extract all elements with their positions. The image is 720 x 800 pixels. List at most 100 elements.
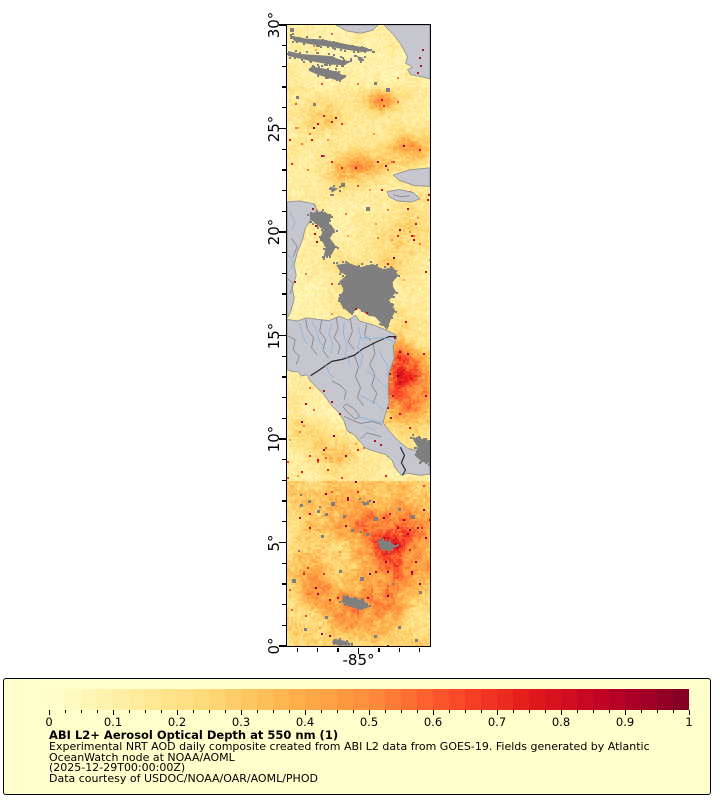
colorbar-minor-tick (192, 710, 194, 713)
colorbar-major-tick (688, 710, 690, 715)
colorbar-minor-tick (96, 710, 98, 713)
colorbar-minor-tick (528, 710, 530, 713)
colorbar-minor-tick (400, 710, 402, 713)
colorbar-minor-tick (416, 710, 418, 713)
lat-minor-tick (281, 479, 286, 482)
colorbar-minor-tick (320, 710, 322, 713)
lat-tick-label: 25° (265, 115, 283, 142)
lat-minor-tick (281, 500, 286, 502)
colorbar-minor-tick (352, 710, 354, 713)
lat-minor-tick (281, 459, 286, 461)
colorbar-tick-label: 0.7 (487, 715, 507, 729)
colorbar-major-tick (560, 710, 562, 715)
colorbar-major-tick (240, 710, 242, 715)
lat-minor-tick (281, 45, 286, 47)
lat-major-tick (278, 438, 286, 440)
colorbar-minor-tick (272, 710, 274, 713)
lon-minor-tick (337, 647, 339, 652)
colorbar-minor-tick (64, 710, 66, 713)
lat-minor-tick (281, 252, 286, 254)
colorbar (49, 689, 689, 710)
legend-timestamp: (2025-12-29T00:00:00Z) (49, 761, 186, 775)
colorbar-tick-label: 0.3 (231, 715, 251, 729)
lat-tick-label: 20° (265, 218, 283, 246)
lon-major-tick (357, 647, 360, 654)
lat-minor-tick (281, 107, 286, 109)
colorbar-minor-tick (544, 710, 546, 713)
lat-minor-tick (281, 521, 286, 523)
lat-minor-tick (281, 603, 286, 606)
legend-title: ABI L2+ Aerosol Optical Depth at 550 nm … (49, 728, 339, 742)
lat-tick-label: 0° (265, 637, 283, 655)
colorbar-minor-tick (160, 710, 162, 713)
lat-minor-tick (281, 583, 286, 585)
colorbar-minor-tick (656, 710, 658, 713)
colorbar-tick-label: 0.2 (167, 715, 187, 729)
colorbar-tick-label: 0.6 (423, 715, 443, 729)
lat-tick-label: 10° (265, 425, 283, 453)
lat-major-tick (278, 127, 286, 130)
colorbar-tick-label: 0.4 (295, 715, 315, 729)
colorbar-tick-label: 1 (685, 715, 693, 729)
legend-description-line: OceanWatch node at NOAA/AOML (49, 750, 235, 764)
legend-description-line: Experimental NRT AOD daily composite cre… (49, 740, 650, 753)
colorbar-major-tick (624, 710, 626, 715)
colorbar-major-tick (368, 710, 370, 715)
colorbar-minor-tick (336, 710, 338, 713)
lat-tick-label: 15° (265, 322, 283, 349)
lat-major-tick (278, 334, 286, 337)
lat-minor-tick (281, 189, 286, 192)
colorbar-minor-tick (512, 710, 514, 713)
colorbar-tick-label: 0.5 (359, 715, 379, 729)
legend-credit: Data courtesy of USDOC/NOAA/OAR/AOML/PHO… (49, 771, 318, 785)
lat-minor-tick (281, 293, 286, 295)
lat-minor-tick (281, 65, 286, 68)
colorbar-minor-tick (448, 710, 450, 713)
colorbar-minor-tick (256, 710, 258, 713)
colorbar-tick-label: 0 (45, 715, 53, 729)
lat-minor-tick (281, 169, 286, 171)
colorbar-minor-tick (464, 710, 466, 713)
colorbar-minor-tick (208, 710, 210, 713)
lat-minor-tick (281, 624, 286, 626)
lon-minor-tick (398, 647, 400, 652)
colorbar-minor-tick (224, 710, 226, 713)
lat-minor-tick (281, 272, 286, 275)
colorbar-minor-tick (80, 710, 82, 713)
colorbar-minor-tick (576, 710, 578, 713)
lat-minor-tick (281, 355, 286, 357)
lon-minor-tick (378, 647, 380, 652)
colorbar-minor-tick (608, 710, 610, 713)
colorbar-tick-label: 0.9 (615, 715, 635, 729)
colorbar-minor-tick (144, 710, 146, 713)
colorbar-minor-tick (288, 710, 290, 713)
colorbar-major-tick (176, 710, 178, 715)
lat-minor-tick (281, 376, 286, 378)
colorbar-minor-tick (480, 710, 482, 713)
lat-minor-tick (281, 210, 286, 212)
lat-tick-label: 30° (265, 11, 283, 39)
colorbar-minor-tick (640, 710, 642, 713)
legend-caption: ABI L2+ Aerosol Optical Depth at 550 nm … (49, 729, 699, 784)
lat-minor-tick (281, 314, 286, 316)
colorbar-minor-tick (592, 710, 594, 713)
colorbar-major-tick (432, 710, 434, 715)
lat-major-tick (278, 231, 286, 233)
lon-tick-label: -85° (342, 651, 375, 669)
colorbar-tick-label: 0.1 (103, 715, 123, 729)
lat-minor-tick (281, 396, 286, 399)
lon-minor-tick (296, 647, 298, 652)
colorbar-minor-tick (672, 710, 674, 713)
colorbar-major-tick (112, 710, 114, 715)
lat-minor-tick (281, 148, 286, 150)
lat-major-tick (278, 541, 286, 544)
lon-minor-tick (419, 647, 421, 652)
lat-major-tick (278, 645, 286, 647)
lat-major-tick (278, 24, 286, 26)
aod-raster-canvas (287, 25, 430, 646)
lat-tick-label: 5° (265, 533, 283, 552)
colorbar-major-tick (48, 710, 50, 715)
lat-minor-tick (281, 86, 286, 88)
colorbar-major-tick (304, 710, 306, 715)
